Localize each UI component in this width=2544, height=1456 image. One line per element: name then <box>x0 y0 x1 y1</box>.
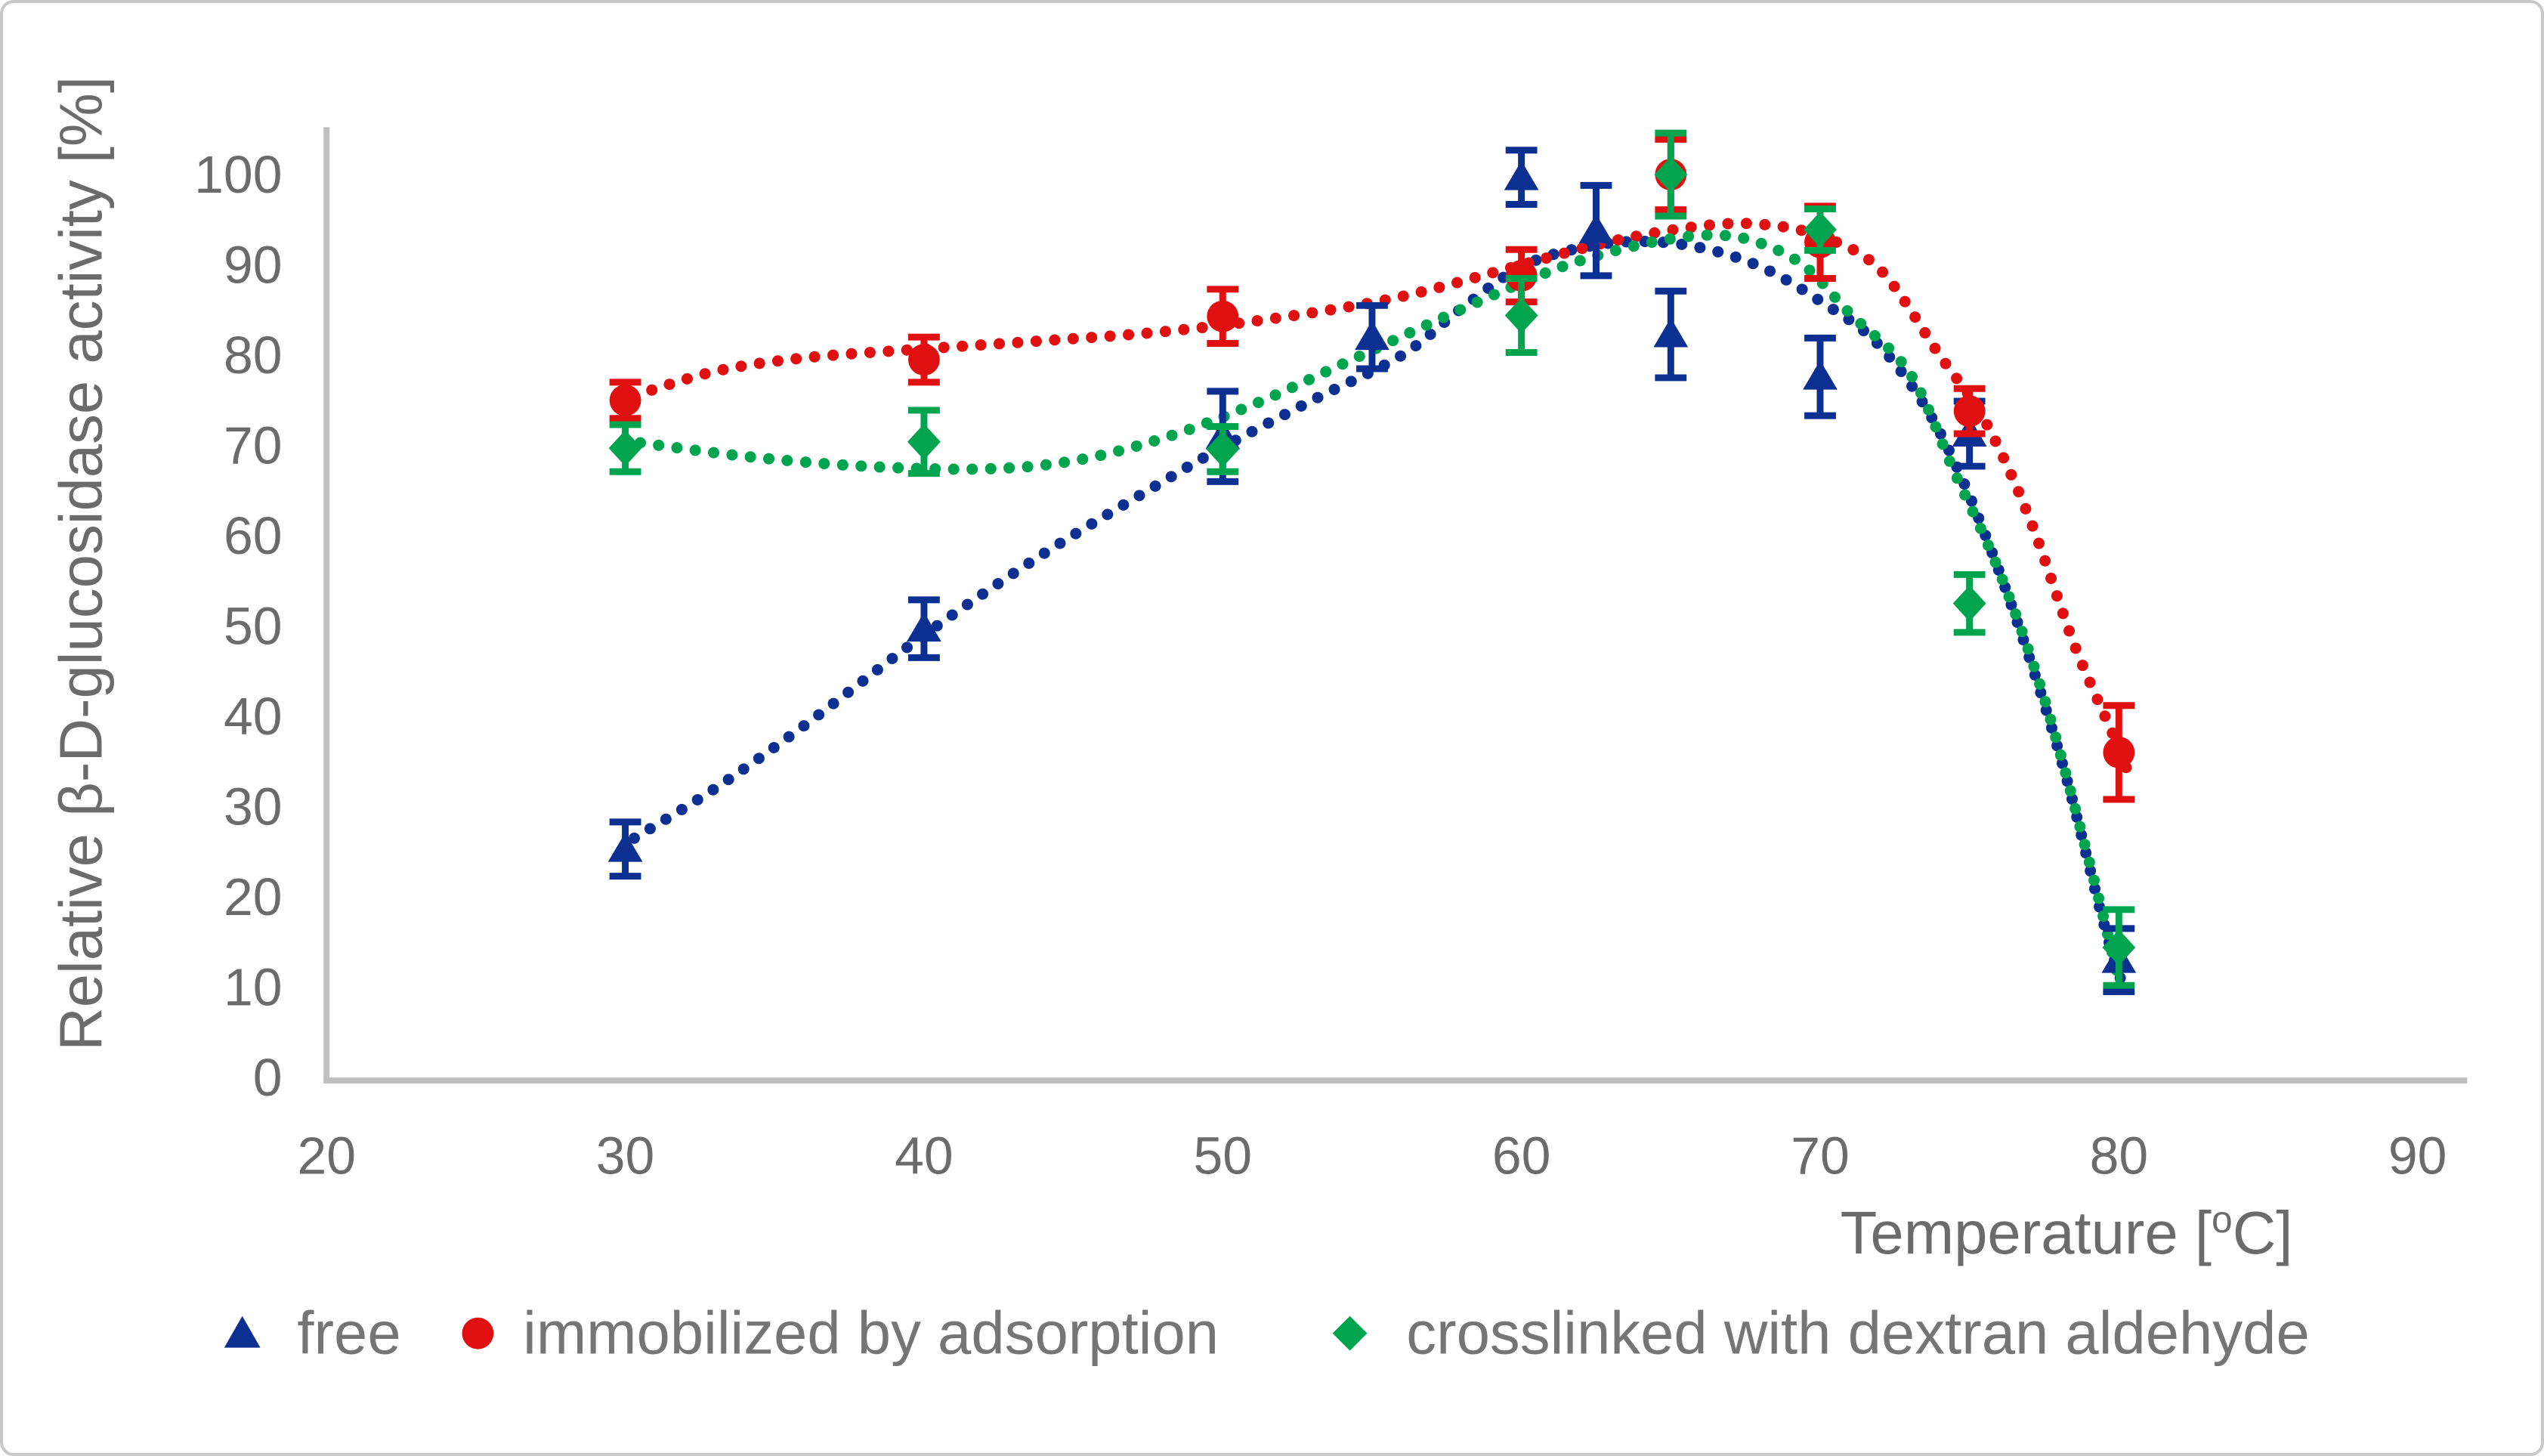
triangle-marker <box>607 832 643 862</box>
diamond-marker <box>1504 297 1538 334</box>
circle-marker <box>2103 736 2135 768</box>
legend-item-free: free <box>224 1300 401 1367</box>
y-tick-label: 30 <box>224 777 283 836</box>
data-point <box>1953 385 1986 437</box>
x-tick-label: 70 <box>1791 1127 1850 1186</box>
circle-marker <box>908 344 940 376</box>
triangle-marker-icon <box>224 1315 261 1348</box>
data-point <box>1207 286 1239 348</box>
y-tick-label: 0 <box>253 1048 283 1107</box>
data-point <box>2102 906 2136 989</box>
y-tick-label: 100 <box>194 145 282 204</box>
data-point <box>1578 181 1614 280</box>
data-point <box>2103 702 2135 803</box>
y-tick-label: 40 <box>224 687 283 746</box>
diamond-marker <box>1804 212 1837 248</box>
triangle-marker <box>907 612 941 642</box>
triangle-marker <box>1578 214 1614 244</box>
x-tick-label: 60 <box>1492 1127 1551 1186</box>
data-series <box>607 129 2137 996</box>
trend-line-triangle <box>628 236 2131 998</box>
trend-line-diamond <box>634 229 2128 998</box>
y-tick-label: 70 <box>224 416 283 475</box>
data-point <box>907 596 941 661</box>
data-point <box>1206 422 1240 475</box>
triangle-marker <box>1504 160 1539 190</box>
data-point <box>1654 129 1688 220</box>
y-tick-label: 60 <box>224 506 283 565</box>
scatter-chart: 0 10 20 30 40 50 60 70 80 90 100 20 30 40 50 60 70 80 90 T… <box>47 76 2468 1367</box>
data-point <box>908 333 940 386</box>
data-point <box>608 421 642 475</box>
x-tick-label: 30 <box>596 1127 655 1186</box>
circle-marker <box>1953 395 1986 428</box>
circle-marker <box>1207 300 1239 332</box>
data-point <box>607 818 643 880</box>
diamond-marker <box>608 430 642 467</box>
x-axis-title: Temperature [oC] <box>1841 1198 2293 1266</box>
legend-label: free <box>297 1300 400 1367</box>
y-axis-title: Relative β-D-glucosidase activity [%] <box>47 76 114 1051</box>
data-point <box>1952 570 1986 636</box>
series-triangle <box>607 147 2137 996</box>
legend-label: crosslinked with dextran aldehyde <box>1406 1300 2310 1367</box>
legend-item-immobilized-by-adsorption: immobilized by adsorption <box>462 1300 1219 1367</box>
data-point <box>1804 205 1837 254</box>
y-tick-label: 90 <box>224 235 283 294</box>
degree-superscript: o <box>2212 1198 2233 1241</box>
legend-item-crosslinked-with-dextran-aldehyde: crosslinked with dextran aldehyde <box>1332 1300 2310 1367</box>
legend-label: immobilized by adsorption <box>523 1300 1219 1367</box>
x-tick-label: 40 <box>895 1127 954 1186</box>
data-point <box>1355 301 1389 373</box>
diamond-marker <box>1952 585 1986 622</box>
circle-marker <box>609 384 641 416</box>
diamond-marker <box>1206 431 1240 468</box>
x-tick-label: 50 <box>1194 1127 1253 1186</box>
x-tick-label: 90 <box>2388 1127 2447 1186</box>
axis-labels: Temperature [oC] Relative β-D-glucosidas… <box>47 76 2292 1266</box>
data-point <box>1504 274 1538 356</box>
y-tick-label: 10 <box>224 957 283 1016</box>
y-tick-label: 50 <box>224 596 283 655</box>
x-tick-label: 80 <box>2090 1127 2149 1186</box>
triangle-marker <box>1653 317 1689 348</box>
diamond-marker-icon <box>1332 1315 1368 1351</box>
diamond-marker <box>2102 929 2136 966</box>
data-point <box>907 407 941 478</box>
diamond-marker <box>1654 156 1688 193</box>
series-circle <box>609 135 2135 803</box>
axes: 0 10 20 30 40 50 60 70 80 90 100 20 30 40 50 60 70 80 90 <box>194 127 2468 1186</box>
triangle-marker <box>1355 320 1389 351</box>
trend-line-circle <box>628 218 2137 786</box>
y-tick-label: 80 <box>224 326 283 385</box>
data-point <box>1803 334 1838 419</box>
diamond-marker <box>907 423 941 460</box>
data-point <box>609 379 641 422</box>
data-point <box>1504 147 1539 208</box>
data-point <box>1653 287 1689 382</box>
circle-marker-icon <box>462 1317 494 1349</box>
x-tick-label: 20 <box>297 1127 356 1186</box>
triangle-marker <box>1803 360 1838 390</box>
legend: free immobilized by adsorption crosslink… <box>224 1300 2310 1367</box>
trend-lines <box>628 218 2137 998</box>
y-tick-label: 20 <box>224 867 283 926</box>
series-diamond <box>608 129 2136 989</box>
